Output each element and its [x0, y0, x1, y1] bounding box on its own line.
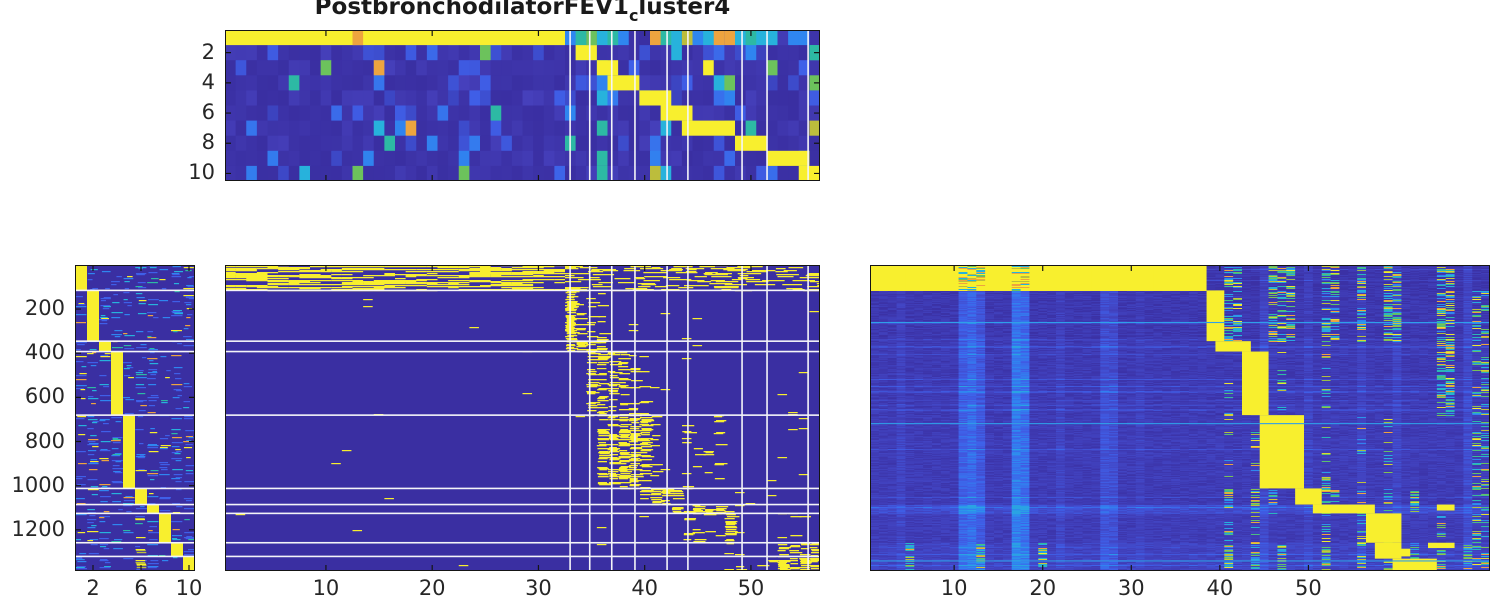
x-tick-label: 20 [1029, 576, 1057, 600]
x-tick-label: 30 [1117, 576, 1145, 600]
x-tick-label: 10 [175, 576, 203, 600]
y-tick-label: 200 [24, 296, 65, 321]
y-tick-label: 10 [188, 160, 215, 185]
membership-heatmap [75, 265, 195, 571]
x-tick-label: 30 [525, 576, 552, 600]
x-tick-label: 10 [312, 576, 340, 600]
medoids-heatmap [225, 30, 820, 181]
title-subscript: c [628, 6, 639, 25]
binary-heatmap [225, 265, 820, 571]
y-tick-label: 4 [201, 69, 215, 94]
title-prefix: PostbronchodilatorFEV1 [314, 0, 629, 20]
figure-title: PostbronchodilatorFEV1cluster4 [225, 0, 820, 25]
y-tick-label: 1200 [11, 516, 65, 541]
x-tick-label: 50 [1295, 576, 1322, 600]
x-tick-label: 40 [631, 576, 659, 600]
x-tick-label: 20 [418, 576, 446, 600]
x-tick-label: 40 [1206, 576, 1234, 600]
x-tick-label: 50 [737, 576, 765, 600]
y-tick-label: 600 [24, 384, 65, 409]
continuous-heatmap [870, 265, 1490, 571]
y-tick-label: 6 [201, 100, 215, 125]
x-tick-label: 10 [940, 576, 968, 600]
x-tick-label: 2 [86, 576, 100, 600]
y-tick-label: 2 [201, 39, 215, 64]
title-suffix: luster4 [638, 0, 731, 20]
y-tick-label: 8 [201, 130, 215, 155]
y-tick-label: 400 [24, 340, 65, 365]
y-tick-label: 1000 [11, 472, 65, 497]
y-tick-label: 800 [24, 428, 65, 453]
x-tick-label: 6 [134, 576, 148, 600]
